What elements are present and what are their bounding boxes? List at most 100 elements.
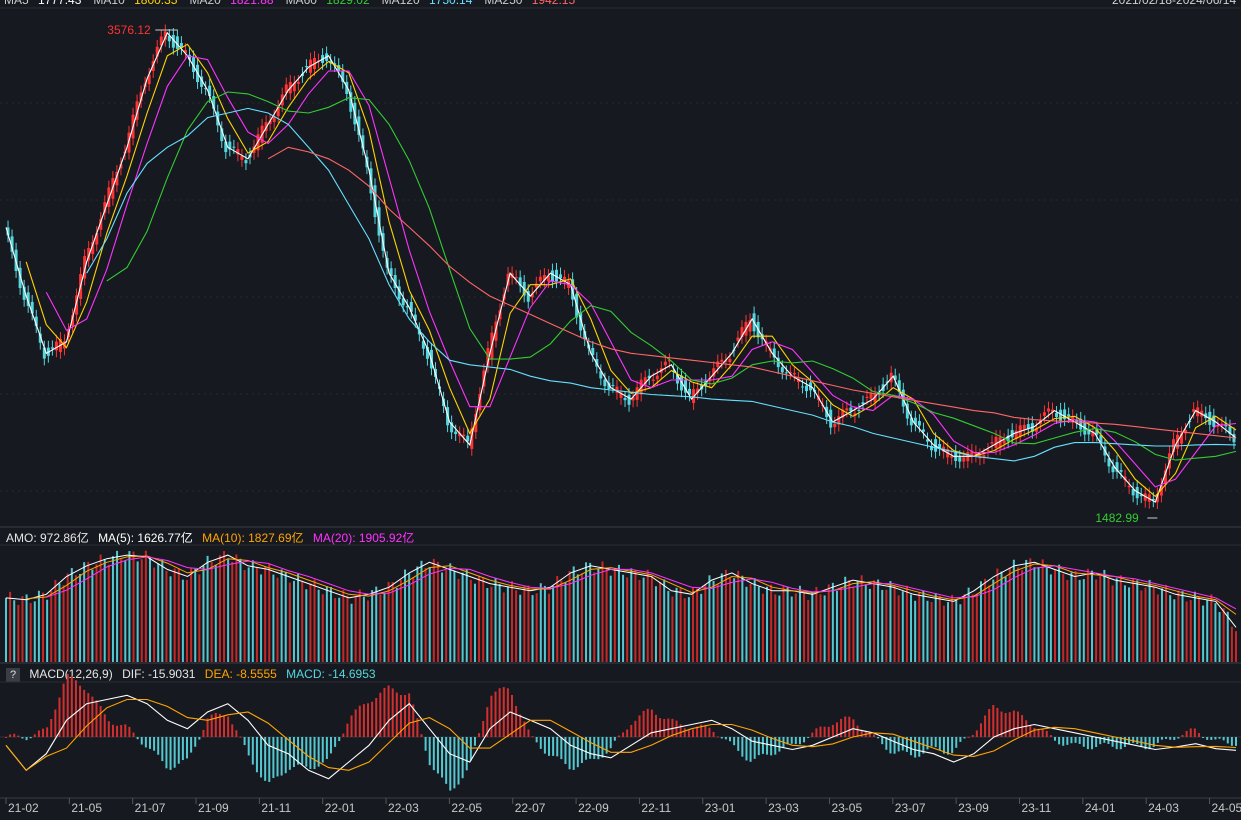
macd-bar: [831, 724, 834, 737]
candle-body: [1123, 476, 1127, 481]
candle-body: [861, 402, 865, 405]
macd-bar: [317, 737, 320, 767]
macd-bar: [99, 706, 102, 737]
macd-bar: [354, 709, 357, 737]
macd-bar: [255, 737, 258, 773]
amo-ma5: MA(5): 1626.77亿: [98, 531, 193, 545]
candle-body: [599, 371, 603, 379]
candle-body: [244, 160, 248, 164]
candle-body: [179, 42, 183, 49]
macd-bar: [823, 726, 826, 737]
volume-bar: [325, 586, 328, 662]
volume-bar: [687, 597, 690, 662]
volume-bar: [877, 579, 880, 662]
volume-bar: [770, 584, 773, 662]
macd-bar: [597, 737, 600, 760]
candle-body: [71, 315, 75, 326]
macd-bar: [815, 728, 818, 737]
volume-bar: [264, 567, 267, 662]
macd-bar: [930, 737, 933, 747]
volume-bar: [634, 569, 637, 662]
candle-body: [712, 368, 716, 377]
candle-body: [583, 330, 587, 340]
macd-bar: [46, 727, 49, 737]
volume-bar: [622, 574, 625, 662]
volume-bar: [461, 572, 464, 662]
candle-body: [75, 295, 79, 315]
help-button[interactable]: ?: [6, 668, 20, 682]
candle-body: [1010, 430, 1014, 438]
candle-body: [889, 372, 893, 383]
candle-body: [724, 360, 728, 362]
volume-bar: [971, 594, 974, 662]
volume-bar: [371, 590, 374, 662]
macd-bar: [720, 737, 723, 739]
volume-bar: [753, 578, 756, 662]
candle-body: [99, 219, 103, 230]
volume-bar: [1016, 567, 1019, 662]
volume-bar: [1160, 588, 1163, 662]
candle-body: [780, 367, 784, 373]
volume-bar: [42, 592, 45, 662]
volume-bar: [1136, 580, 1139, 662]
macd-bar: [872, 734, 875, 737]
volume-bar: [1123, 585, 1126, 662]
macd-bar: [975, 730, 978, 737]
macd-bar: [371, 701, 374, 737]
volume-bar: [465, 569, 468, 662]
macd-bar: [757, 737, 760, 756]
candle-body: [962, 457, 966, 462]
candle-body: [103, 202, 107, 213]
volume-bar: [95, 564, 98, 662]
candle-body: [462, 434, 466, 437]
volume-bar: [967, 587, 970, 662]
volume-bar: [626, 577, 629, 662]
candle-body: [292, 82, 296, 92]
volume-bar: [1235, 631, 1237, 662]
macd-bar: [988, 709, 991, 737]
candle-body: [284, 84, 288, 94]
macd-bar: [638, 715, 641, 737]
candle-body: [526, 291, 530, 302]
macd-bar: [1078, 737, 1081, 744]
candle-body: [546, 275, 550, 282]
volume-bar: [720, 573, 723, 662]
candle-body: [1155, 494, 1159, 503]
x-tick-label: 21-02: [8, 801, 39, 815]
candle-body: [389, 268, 393, 276]
macd-bar: [1185, 730, 1188, 737]
candle-body: [1026, 424, 1030, 429]
volume-bar: [436, 561, 439, 662]
volume-bar: [831, 582, 834, 662]
candle-body: [1002, 440, 1006, 444]
volume-bar: [515, 590, 518, 662]
macd-bar: [654, 714, 657, 737]
macd-bar: [1148, 737, 1151, 750]
macd-bar: [1062, 737, 1065, 746]
macd-bar: [951, 737, 954, 754]
volume-bar: [1099, 576, 1102, 662]
macd-bar: [671, 718, 674, 737]
candle-body: [187, 54, 191, 60]
candle-body: [849, 407, 853, 412]
candle-body: [716, 361, 720, 367]
macd-bar: [905, 737, 908, 752]
macd-bar: [132, 732, 135, 737]
macd-bar: [593, 737, 596, 759]
macd-bar: [1095, 737, 1098, 748]
volume-bar: [1152, 586, 1155, 662]
macd-bar: [934, 737, 937, 748]
volume-bar: [21, 596, 24, 662]
volume-bar: [811, 593, 814, 662]
macd-bar: [679, 724, 682, 737]
macd-title: MACD(12,26,9): [29, 667, 113, 681]
volume-bar: [74, 575, 77, 662]
volume-bar: [893, 585, 896, 662]
amo-ma10: MA(10): 1827.69亿: [202, 531, 304, 545]
candle-body: [607, 382, 611, 389]
macd-bar: [844, 716, 847, 737]
volume-bar: [198, 574, 201, 662]
volume-bar: [564, 582, 567, 662]
macd-bar: [214, 713, 217, 737]
